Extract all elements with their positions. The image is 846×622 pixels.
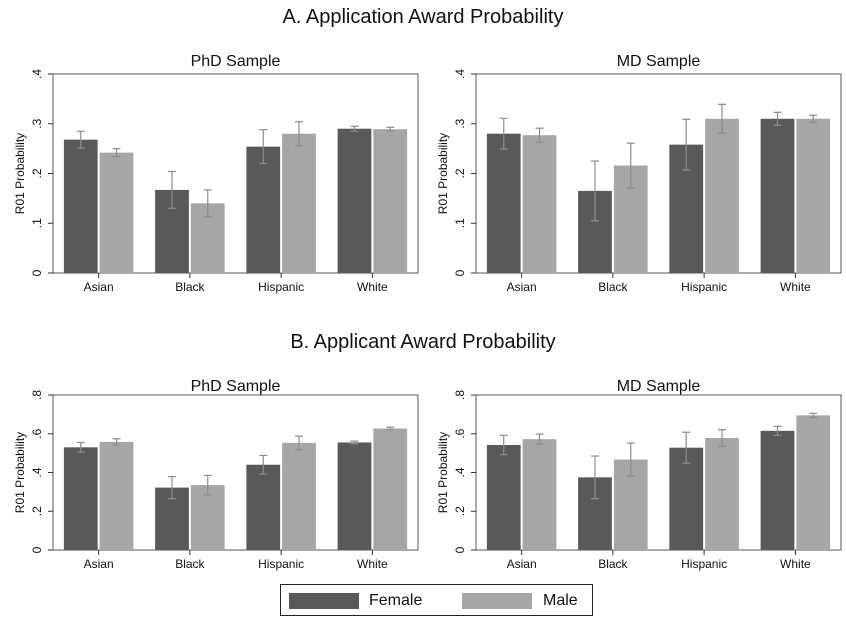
y-tick-label: .3 <box>30 118 44 128</box>
bar-male <box>522 439 557 550</box>
bar-male <box>282 133 316 273</box>
y-tick-label: 0 <box>453 269 467 276</box>
x-tick-label: White <box>357 557 388 571</box>
y-tick-label: .4 <box>453 467 467 477</box>
bar-female <box>246 146 281 273</box>
x-tick-label: Black <box>175 280 205 294</box>
y-tick-label: .2 <box>30 506 44 516</box>
y-tick-label: .1 <box>30 218 44 228</box>
y-tick-label: .4 <box>30 467 44 477</box>
x-tick-label: Black <box>598 280 628 294</box>
y-tick-label: 0 <box>30 269 44 276</box>
bar-female <box>63 447 98 550</box>
legend: Female Male <box>280 584 593 616</box>
bar-female <box>486 133 521 273</box>
bar-female <box>246 464 281 550</box>
y-tick-label: .6 <box>30 428 44 438</box>
bar-female <box>337 442 372 550</box>
legend-swatch-male <box>462 593 532 609</box>
x-tick-label: White <box>357 280 388 294</box>
y-tick-label: .3 <box>453 118 467 128</box>
bar-male <box>796 118 831 274</box>
bar-female <box>760 118 795 274</box>
section-title-b: B. Applicant Award Probability <box>290 331 556 353</box>
y-tick-label: .4 <box>453 69 467 79</box>
x-tick-label: Asian <box>507 280 537 294</box>
panel-title: PhD Sample <box>191 53 281 70</box>
legend-label-female: Female <box>369 592 423 609</box>
chart-phd-applicant: PhD Sample 0 .2 .4 .6 .8 R01 Probability Asian B… <box>13 378 419 571</box>
y-tick-label: .8 <box>453 390 467 400</box>
bar-female <box>63 139 98 273</box>
x-tick-label: Hispanic <box>681 557 727 571</box>
x-tick-label: Black <box>598 557 628 571</box>
chart-phd-application: PhD Sample 0 .1 .2 .3 .4 R01 Probability Asian B… <box>13 53 419 294</box>
y-tick-label: 0 <box>30 546 44 553</box>
x-tick-label: Hispanic <box>258 280 304 294</box>
bar-female <box>337 128 372 273</box>
bar-female <box>669 447 704 550</box>
bar-male <box>522 135 557 273</box>
panel-title: MD Sample <box>617 53 701 70</box>
panel-title: MD Sample <box>617 378 701 395</box>
bar-male <box>282 442 316 550</box>
y-tick-label: 0 <box>453 546 467 553</box>
y-axis-label: R01 Probability <box>436 432 450 513</box>
x-tick-label: Asian <box>84 280 114 294</box>
bar-male <box>705 118 739 274</box>
y-tick-label: .2 <box>453 168 467 178</box>
bar-male <box>373 129 408 273</box>
x-tick-label: White <box>780 557 811 571</box>
x-tick-label: Hispanic <box>258 557 304 571</box>
x-tick-label: Black <box>175 557 205 571</box>
y-tick-label: .8 <box>30 390 44 400</box>
x-tick-label: Hispanic <box>681 280 727 294</box>
x-tick-label: White <box>780 280 811 294</box>
x-tick-label: Asian <box>507 557 537 571</box>
y-tick-label: .4 <box>30 69 44 79</box>
bar-male <box>99 441 134 550</box>
y-tick-label: .2 <box>453 506 467 516</box>
chart-md-applicant: MD Sample 0 .2 .4 .6 .8 R01 Probability Asian Bl… <box>436 378 842 571</box>
bar-male <box>796 415 831 550</box>
y-axis-label: R01 Probability <box>436 133 450 214</box>
legend-swatch-female <box>289 593 359 609</box>
y-tick-label: .1 <box>453 218 467 228</box>
legend-label-male: Male <box>543 592 578 609</box>
bar-male <box>705 438 739 550</box>
bar-female <box>486 444 521 550</box>
bar-male <box>190 485 225 550</box>
y-axis-label: R01 Probability <box>13 432 27 513</box>
y-tick-label: .6 <box>453 428 467 438</box>
section-title-a: A. Application Award Probability <box>282 6 564 28</box>
x-tick-label: Asian <box>84 557 114 571</box>
bar-female <box>760 430 795 550</box>
y-axis-label: R01 Probability <box>13 133 27 214</box>
y-tick-label: .2 <box>30 168 44 178</box>
bar-male <box>373 428 408 550</box>
bar-male <box>99 152 134 273</box>
panel-title: PhD Sample <box>191 378 281 395</box>
chart-md-application: MD Sample 0 .1 .2 .3 .4 R01 Probability Asian Bl… <box>436 53 842 294</box>
